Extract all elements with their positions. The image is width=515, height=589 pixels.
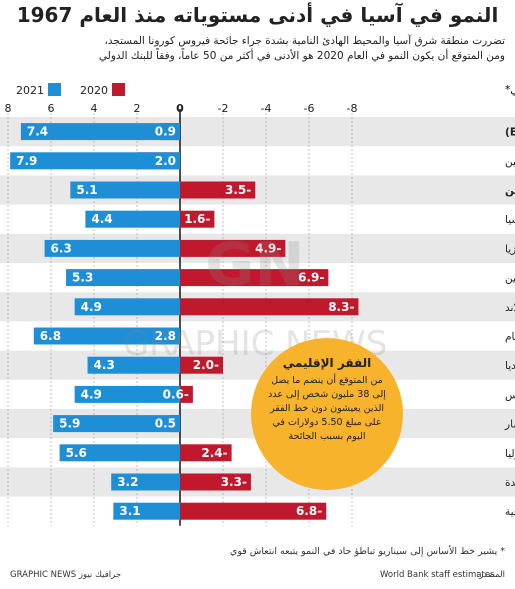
category-label: كمبوديا xyxy=(505,360,515,372)
data-label-2020: 0.5 xyxy=(155,417,176,431)
row-band xyxy=(0,350,515,380)
data-label-2021: 4.9 xyxy=(81,300,102,314)
footnote: * يشير خط الأساس إلى سيناريو تباطؤ حاد ف… xyxy=(229,546,505,557)
data-label-2021: 4.3 xyxy=(94,358,115,372)
data-label-2020: 4.9- xyxy=(255,241,281,255)
category-label: ميانمار xyxy=(504,419,515,431)
axis-tick-label: -8 xyxy=(347,102,358,115)
row-labels: الدول النامية لمنطقة شرق آسيا والمحيط ال… xyxy=(504,126,515,519)
category-label: تيمور الشرقية xyxy=(505,506,515,518)
category-label: الدول النامية لمنطقة شرق آسيا والمحيط ال… xyxy=(505,126,515,139)
axis-tick-label: 0 xyxy=(176,102,184,115)
bars: 0.9 2.0 3.5- 1.6- 4.9- 6.9- 8.3- 2.8 2.0- 0.6- 0.5… xyxy=(10,123,359,520)
regional-poverty-callout: الفقر الإقليمي من المتوقع أن ينضم ما يصل… xyxy=(251,338,403,490)
bar-2021 xyxy=(66,269,180,287)
data-label-2021: 6.3 xyxy=(51,241,72,255)
data-label-2020: 1.6- xyxy=(184,212,210,226)
axis-tick-label: 6 xyxy=(48,102,55,115)
bar-2021 xyxy=(33,327,180,345)
category-label: الفلبين xyxy=(505,273,515,285)
bar-2020 xyxy=(180,239,286,257)
page-title: النمو في آسيا في أدنى مستوياته منذ العام… xyxy=(16,3,499,27)
axis-tick-label: -6 xyxy=(304,102,315,115)
category-label: الصين xyxy=(505,156,515,168)
bar-2021 xyxy=(87,356,180,374)
legend-swatch-2021 xyxy=(48,83,61,96)
data-label-2021: 5.1 xyxy=(76,183,97,197)
bar-2021 xyxy=(44,239,180,257)
axis-ticks: 8 6 4 2 0 -2 -4 -6 -8 xyxy=(5,102,358,115)
bar-2021 xyxy=(53,415,180,433)
category-label: لاوس xyxy=(505,389,515,401)
source-label: المصدر: xyxy=(476,570,505,580)
legend: 2020 2021 xyxy=(16,83,125,97)
legend-label-2020: 2020 xyxy=(80,84,108,97)
data-label-2021: 4.9 xyxy=(81,387,102,401)
bar-2021 xyxy=(59,444,180,462)
data-label-2021: 3.1 xyxy=(119,504,140,518)
data-label-2020: 0.6- xyxy=(163,387,189,401)
data-label-2021: 7.9 xyxy=(16,154,37,168)
callout-title: الفقر الإقليمي xyxy=(282,356,372,370)
bar-2021 xyxy=(74,385,180,403)
data-label-2020: 3.3- xyxy=(221,475,247,489)
grid-lines xyxy=(7,109,353,526)
axis-tick-label: -2 xyxy=(218,102,229,115)
category-label: فيتنام xyxy=(505,331,515,343)
bar-2020 xyxy=(180,473,251,491)
bar-2020 xyxy=(180,298,359,316)
callout-text: من المتوقع أن ينضم ما يصل إلى 38 مليون ش… xyxy=(268,375,386,442)
legend-swatch-2020 xyxy=(112,83,125,96)
source-text: World Bank staff estimates xyxy=(380,570,495,580)
data-label-2020: 3.5- xyxy=(225,183,251,197)
credit: GRAPHIC NEWS جرافيك نيوز xyxy=(10,570,122,580)
bar-2021 xyxy=(70,181,180,199)
subtitle-line-2: ومن المتوقع أن يكون النمو في العام 2020 … xyxy=(98,50,505,62)
bar-2021 xyxy=(113,502,180,520)
category-label: منغوليا xyxy=(505,448,515,460)
category-label: ماليزيا xyxy=(505,243,515,255)
data-label-2020: 0.9 xyxy=(155,125,176,139)
bar-2020 xyxy=(180,181,256,199)
axis-title: توقعات نمو الناتج المحلي الإجمالي الأساس… xyxy=(505,83,515,96)
data-label-2020: 2.0 xyxy=(155,154,176,168)
bar-2020 xyxy=(180,356,223,374)
subtitle-line-1: تضررت منطقة شرق آسيا والمحيط الهادئ النا… xyxy=(104,35,505,47)
bar-2020 xyxy=(180,502,327,520)
axis-tick-label: -4 xyxy=(261,102,272,115)
category-label: بابوا غينيا الجديدة xyxy=(505,477,515,489)
data-label-2021: 3.2 xyxy=(117,475,138,489)
data-label-2021: 5.9 xyxy=(59,417,80,431)
category-label: دول EAP باستثناء الصين xyxy=(505,185,515,197)
category-label: إندونيسيا xyxy=(505,214,515,226)
category-label: تايلاند xyxy=(505,302,515,314)
data-label-2020: 2.4- xyxy=(201,446,227,460)
data-label-2020: 6.8- xyxy=(296,504,322,518)
subtitle: تضررت منطقة شرق آسيا والمحيط الهادئ النا… xyxy=(10,34,505,64)
bar-2020 xyxy=(180,444,232,462)
data-label-2021: 4.4 xyxy=(91,212,112,226)
bar-2021 xyxy=(10,152,181,170)
axis-tick-label: 8 xyxy=(5,102,12,115)
bar-2021 xyxy=(20,123,181,141)
data-label-2020: 6.9- xyxy=(298,271,324,285)
data-label-2020: 8.3- xyxy=(328,300,354,314)
bar-2021 xyxy=(85,210,180,228)
data-label-2021: 5.3 xyxy=(72,271,93,285)
data-label-2020: 2.0- xyxy=(193,358,219,372)
axis-tick-label: 2 xyxy=(134,102,141,115)
bar-2020 xyxy=(180,269,329,287)
axis-tick-label: 4 xyxy=(91,102,98,115)
row-band xyxy=(0,467,515,497)
bar-2021 xyxy=(111,473,180,491)
data-label-2021: 6.8 xyxy=(40,329,61,343)
bar-2020 xyxy=(180,385,193,403)
data-label-2021: 5.6 xyxy=(66,446,87,460)
bar-2021 xyxy=(74,298,180,316)
data-label-2020: 2.8 xyxy=(155,329,176,343)
data-label-2021: 7.4 xyxy=(27,125,48,139)
bar-2020 xyxy=(180,210,215,228)
legend-label-2021: 2021 xyxy=(16,84,44,97)
